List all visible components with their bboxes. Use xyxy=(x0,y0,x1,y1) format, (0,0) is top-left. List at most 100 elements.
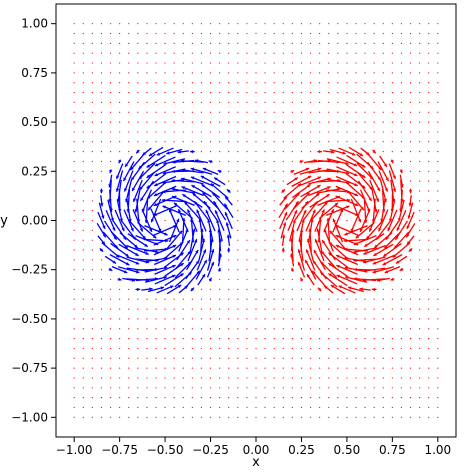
field-point xyxy=(246,23,247,24)
field-point xyxy=(437,249,438,250)
field-point xyxy=(392,348,393,349)
field-point xyxy=(174,368,175,369)
y-tick-label: 0.50 xyxy=(21,115,48,129)
field-point xyxy=(428,220,429,221)
field-point xyxy=(392,387,393,388)
field-point xyxy=(192,62,193,63)
field-arrow-head xyxy=(118,209,121,212)
field-point xyxy=(355,53,356,54)
field-point xyxy=(110,358,111,359)
field-point xyxy=(201,387,202,388)
field-point xyxy=(337,112,338,113)
field-point xyxy=(419,43,420,44)
field-point xyxy=(355,62,356,63)
field-point xyxy=(137,53,138,54)
field-point xyxy=(101,92,102,93)
field-point xyxy=(274,171,275,172)
field-point xyxy=(246,259,247,260)
field-point xyxy=(146,387,147,388)
field-point xyxy=(174,102,175,103)
field-point xyxy=(74,121,75,122)
field-point xyxy=(246,289,247,290)
field-point xyxy=(337,131,338,132)
field-point xyxy=(283,171,284,172)
field-point xyxy=(428,328,429,329)
field-point xyxy=(392,62,393,63)
field-point xyxy=(346,92,347,93)
field-point xyxy=(192,82,193,83)
field-point xyxy=(319,308,320,309)
field-point xyxy=(155,62,156,63)
field-point xyxy=(301,417,302,418)
field-point xyxy=(92,23,93,24)
field-point xyxy=(419,279,420,280)
field-point xyxy=(83,210,84,211)
field-point xyxy=(328,141,329,142)
field-point xyxy=(301,33,302,34)
field-point xyxy=(374,23,375,24)
field-point xyxy=(355,328,356,329)
field-point xyxy=(110,43,111,44)
field-point xyxy=(83,112,84,113)
field-point xyxy=(246,151,247,152)
field-point xyxy=(192,338,193,339)
field-point xyxy=(292,397,293,398)
field-point xyxy=(274,279,275,280)
field-point xyxy=(274,240,275,241)
field-point xyxy=(128,112,129,113)
field-point xyxy=(328,318,329,319)
field-point xyxy=(419,249,420,250)
field-point xyxy=(110,112,111,113)
field-point xyxy=(237,417,238,418)
field-point xyxy=(110,289,111,290)
field-point xyxy=(355,407,356,408)
field-point xyxy=(337,417,338,418)
field-point xyxy=(383,92,384,93)
field-point xyxy=(419,92,420,93)
field-point xyxy=(74,181,75,182)
field-point xyxy=(128,151,129,152)
field-point xyxy=(192,121,193,122)
field-arrow xyxy=(170,219,179,242)
field-point xyxy=(355,112,356,113)
field-point xyxy=(119,289,120,290)
field-point xyxy=(201,417,202,418)
field-point xyxy=(119,328,120,329)
field-point xyxy=(374,141,375,142)
field-point xyxy=(292,289,293,290)
field-point xyxy=(383,102,384,103)
field-point xyxy=(428,230,429,231)
field-point xyxy=(183,318,184,319)
field-point xyxy=(401,407,402,408)
field-point xyxy=(155,338,156,339)
field-point xyxy=(283,407,284,408)
field-point xyxy=(437,210,438,211)
field-point xyxy=(246,43,247,44)
field-point xyxy=(301,53,302,54)
field-point xyxy=(183,397,184,398)
field-point xyxy=(337,387,338,388)
field-point xyxy=(301,141,302,142)
field-point xyxy=(183,62,184,63)
field-point xyxy=(419,62,420,63)
field-point xyxy=(83,72,84,73)
field-point xyxy=(301,102,302,103)
field-arrow-head xyxy=(354,268,357,271)
field-point xyxy=(119,92,120,93)
field-point xyxy=(101,387,102,388)
field-point xyxy=(419,112,420,113)
field-point xyxy=(92,210,93,211)
field-point xyxy=(237,338,238,339)
field-point xyxy=(110,279,111,280)
field-point xyxy=(228,23,229,24)
field-point xyxy=(255,279,256,280)
field-point xyxy=(283,62,284,63)
field-point xyxy=(74,53,75,54)
field-point xyxy=(74,338,75,339)
field-point xyxy=(292,308,293,309)
field-arrow-head xyxy=(390,209,393,212)
field-point xyxy=(219,318,220,319)
field-point xyxy=(219,279,220,280)
field-point xyxy=(255,210,256,211)
field-point xyxy=(255,368,256,369)
